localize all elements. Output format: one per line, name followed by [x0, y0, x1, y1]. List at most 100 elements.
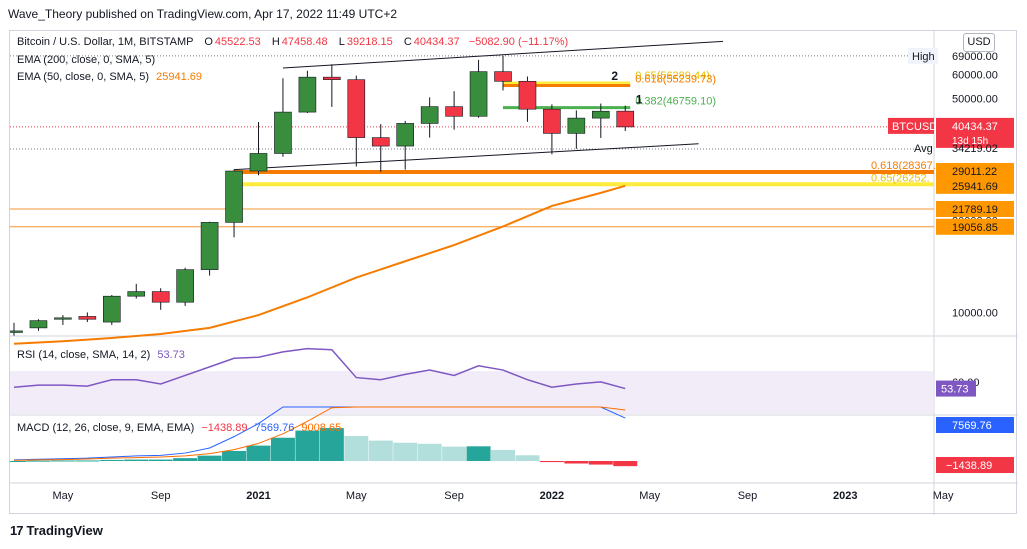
chart-frame[interactable]: 0.65(56289.44) 0.618(55239.73) 0.382(46759…	[9, 30, 1018, 515]
candle-body	[347, 79, 366, 138]
wave-label: 1	[636, 92, 643, 106]
candle-body	[371, 137, 390, 147]
last-price-label: 40434.37	[952, 121, 998, 133]
legend-rsi[interactable]: RSI (14, close, SMA, 14, 2) 53.73	[17, 349, 185, 361]
candle-body	[103, 295, 121, 323]
macd-histogram-bar	[491, 449, 515, 461]
macd-label: MACD (12, 26, close, 9, EMA, EMA)	[17, 422, 195, 434]
candle-body	[323, 76, 341, 80]
rsi-line	[13, 347, 626, 390]
tradingview-logo-icon: 17	[10, 523, 24, 538]
level-price-label: 25941.69	[952, 181, 998, 193]
level-price-tag	[936, 218, 1014, 235]
macd-line-tag-label: 7569.76	[952, 420, 992, 432]
macd-hist-tag	[936, 457, 1014, 473]
tradingview-footer[interactable]: 17 TradingView	[10, 523, 103, 538]
low-value: 39218.15	[346, 36, 393, 48]
level-price-tag	[936, 162, 1014, 179]
price-tick-label: 10000.00	[952, 307, 998, 319]
candle-body	[494, 71, 512, 82]
candle-body	[298, 76, 317, 113]
macd-histogram-bar	[613, 461, 638, 467]
rsi-value-tag	[936, 380, 976, 397]
candle-body	[567, 117, 586, 134]
candle-body	[543, 108, 561, 134]
price-tick-label: 50000.00	[952, 94, 998, 106]
candle-body	[420, 106, 439, 124]
macd-histogram-bar	[417, 443, 442, 461]
fib-level-label: 0.618(28367.	[871, 160, 936, 172]
candle-body	[10, 330, 23, 333]
macd-signal-line	[13, 406, 626, 461]
fib-level-label: 0.382(46759.10)	[635, 96, 716, 108]
macd-histogram-bar	[124, 459, 149, 461]
high-price-label: 69000.00	[952, 51, 998, 63]
level-price-label: 29011.22	[952, 166, 997, 178]
candle-body	[176, 269, 194, 303]
legend-ema50[interactable]: EMA (50, close, 0, SMA, 5) 25941.69	[17, 71, 202, 83]
candle-body	[225, 170, 243, 223]
publisher-header: Wave_Theory published on TradingView.com…	[8, 7, 398, 21]
macd-histogram-bar	[26, 460, 51, 462]
currency-button[interactable]: USD	[963, 33, 995, 52]
time-tick-label: Sep	[151, 490, 171, 502]
rsi-band	[10, 371, 934, 414]
macd-histogram-bar	[344, 435, 369, 461]
macd-histogram-bar	[368, 440, 393, 461]
symbol-tag-label: BTCUSD	[892, 121, 937, 133]
low-label: L	[338, 36, 345, 48]
last-price-tag	[936, 117, 1014, 148]
high-tag	[908, 47, 938, 64]
macd-histogram-bar	[197, 455, 222, 461]
fib-level-label: 0.65(26252.	[871, 172, 930, 184]
candle-body	[518, 80, 537, 110]
legend-ema200[interactable]: EMA (200, close, 0, SMA, 5)	[17, 54, 155, 66]
open-value: 45522.53	[214, 36, 261, 48]
bar-countdown-label: 13d 15h	[952, 136, 988, 147]
fib-level-label: 0.65(56289.44)	[635, 70, 710, 82]
macd-histogram-bar	[99, 459, 124, 461]
level-price-label: 19056.85	[952, 222, 998, 234]
candle-body	[78, 316, 97, 320]
high-value: 47458.48	[281, 36, 328, 48]
time-tick-label: Sep	[444, 490, 464, 502]
candle-body	[274, 111, 292, 154]
trendline	[282, 40, 724, 69]
macd-histogram-bar	[10, 461, 26, 462]
macd-histogram-bar	[442, 446, 467, 461]
candle-body	[396, 123, 415, 147]
macd-histogram-bar	[466, 446, 491, 461]
macd-hist-tag-label: −1438.89	[946, 460, 992, 472]
macd-histogram-bar	[50, 460, 75, 462]
macd-hist-value: −1438.89	[201, 422, 248, 434]
macd-histogram-bar	[222, 450, 247, 461]
macd-histogram-bar	[270, 437, 295, 461]
time-tick-label: May	[53, 490, 74, 502]
rsi-value: 53.73	[157, 349, 185, 361]
time-tick-label: May	[933, 490, 954, 502]
macd-histogram-bar	[173, 458, 198, 461]
high-tag-label: High	[912, 51, 935, 63]
macd-histogram-bar	[515, 455, 540, 461]
macd-histogram-bar	[295, 430, 320, 461]
legend-main-row: Bitcoin / U.S. Dollar, 1M, BITSTAMP O 455…	[17, 36, 568, 48]
legend-macd[interactable]: MACD (12, 26, close, 9, EMA, EMA) −1438.…	[17, 422, 341, 434]
time-tick-label: 2022	[540, 490, 564, 502]
macd-histogram-bar	[393, 442, 418, 461]
time-tick-label: May	[346, 490, 367, 502]
chart-canvas[interactable]: 0.65(56289.44)0.618(55239.73) 0.382(46759…	[10, 31, 1018, 515]
candle-body	[591, 110, 610, 119]
fib-level-label: 0.618(55239.73)	[635, 73, 716, 85]
avg-price-label: 34219.02	[952, 143, 998, 155]
legend-symbol[interactable]: Bitcoin / U.S. Dollar, 1M, BITSTAMP	[17, 36, 194, 48]
macd-line-value: 7569.76	[254, 422, 295, 434]
level-price-tag	[936, 200, 1014, 217]
wave-label: 2	[611, 69, 618, 83]
close-value: 40434.37	[413, 36, 460, 48]
change-value: −5082.90 (−11.17%)	[468, 36, 569, 48]
symbol-tag	[888, 117, 934, 134]
ema50-value: 25941.69	[156, 71, 203, 83]
candle-body	[616, 110, 635, 128]
close-label: C	[403, 36, 412, 48]
macd-histogram-bar	[539, 461, 564, 463]
